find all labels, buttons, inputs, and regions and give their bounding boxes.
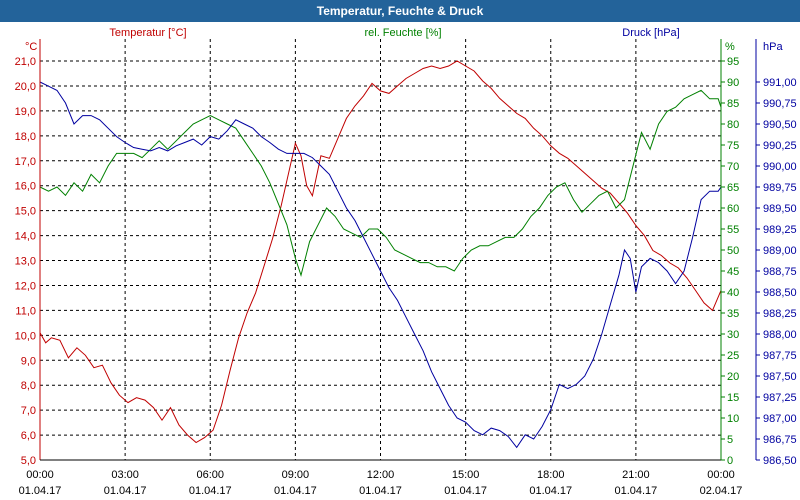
pressure-tick-label: 988,75: [763, 266, 797, 278]
humidity-tick-label: 30: [727, 329, 739, 341]
humidity-tick-label: 70: [727, 161, 739, 173]
time-tick-label: 15:00: [452, 469, 480, 481]
pressure-tick-label: 988,25: [763, 308, 797, 320]
temperature-tick-label: 7,0: [21, 405, 36, 417]
time-tick-label: 03:00: [111, 469, 139, 481]
temperature-series-name: Temperatur [°C]: [109, 27, 186, 39]
temperature-tick-label: 10,0: [15, 330, 36, 342]
series-line-humidity: [39, 89, 722, 277]
humidity-tick-label: 20: [727, 371, 739, 383]
humidity-tick-label: 85: [727, 98, 739, 110]
series-lines: [39, 60, 722, 449]
temperature-tick-label: 20,0: [15, 81, 36, 93]
humidity-tick-label: 75: [727, 140, 739, 152]
humidity-tick-label: 80: [727, 119, 739, 131]
humidity-tick-label: 35: [727, 308, 739, 320]
pressure-tick-label: 990,00: [763, 161, 797, 173]
axis-lines: [39, 39, 757, 461]
humidity-tick-label: 0: [727, 455, 733, 467]
date-tick-label: 01.04.17: [189, 485, 232, 497]
time-axis-ticks: 00:00 01.04.17 03:00 01.04.17 06:00 01.04.17 0…: [19, 469, 743, 497]
humidity-tick-label: 60: [727, 203, 739, 215]
humidity-tick-label: 5: [727, 434, 733, 446]
temperature-tick-label: 14,0: [15, 231, 36, 243]
temperature-tick-label: 12,0: [15, 280, 36, 292]
humidity-tick-label: 15: [727, 392, 739, 404]
time-tick-label: 09:00: [282, 469, 310, 481]
time-tick-label: 00:00: [707, 469, 735, 481]
time-tick-label: 21:00: [622, 469, 650, 481]
temperature-tick-label: 16,0: [15, 181, 36, 193]
humidity-tick-label: 25: [727, 350, 739, 362]
pressure-axis-ticks: 991,00 990,75 990,50 990,25 990,00 989,75 989,…: [756, 77, 797, 467]
date-tick-label: 01.04.17: [359, 485, 402, 497]
pressure-series-name: Druck [hPa]: [622, 27, 679, 39]
humidity-tick-label: 45: [727, 266, 739, 278]
chart-title: Temperatur, Feuchte & Druck: [0, 0, 800, 22]
humidity-tick-label: 90: [727, 77, 739, 89]
pressure-tick-label: 987,25: [763, 392, 797, 404]
pressure-tick-label: 989,75: [763, 182, 797, 194]
pressure-tick-label: 989,00: [763, 245, 797, 257]
temperature-tick-label: 19,0: [15, 106, 36, 118]
date-tick-label: 01.04.17: [104, 485, 147, 497]
temperature-unit: °C: [25, 41, 37, 53]
humidity-tick-label: 50: [727, 245, 739, 257]
humidity-unit: %: [725, 41, 735, 53]
pressure-unit: hPa: [763, 41, 783, 53]
temperature-tick-label: 15,0: [15, 206, 36, 218]
humidity-tick-label: 95: [727, 56, 739, 68]
series-line-temperature: [39, 60, 722, 444]
temperature-tick-label: 18,0: [15, 131, 36, 143]
humidity-tick-label: 40: [727, 287, 739, 299]
temperature-tick-label: 13,0: [15, 256, 36, 268]
temperature-tick-label: 6,0: [21, 430, 36, 442]
time-tick-label: 00:00: [26, 469, 54, 481]
humidity-tick-label: 65: [727, 182, 739, 194]
pressure-tick-label: 987,75: [763, 350, 797, 362]
pressure-tick-label: 986,50: [763, 455, 797, 467]
temperature-axis-ticks: 21,0 20,0 19,0 18,0 17,0 16,0 15,0 14,0 13,0 12,0…: [15, 56, 36, 467]
date-tick-label: 02.04.17: [700, 485, 743, 497]
pressure-tick-label: 988,00: [763, 329, 797, 341]
pressure-tick-label: 987,00: [763, 413, 797, 425]
grid-lines: [40, 39, 721, 461]
temperature-tick-label: 5,0: [21, 455, 36, 467]
pressure-tick-label: 990,25: [763, 140, 797, 152]
temperature-tick-label: 8,0: [21, 380, 36, 392]
date-tick-label: 01.04.17: [529, 485, 572, 497]
pressure-tick-label: 991,00: [763, 77, 797, 89]
temperature-tick-label: 17,0: [15, 156, 36, 168]
humidity-tick-label: 10: [727, 413, 739, 425]
date-tick-label: 01.04.17: [614, 485, 657, 497]
pressure-tick-label: 990,75: [763, 98, 797, 110]
pressure-tick-label: 988,50: [763, 287, 797, 299]
temperature-tick-label: 9,0: [21, 355, 36, 367]
series-line-pressure: [39, 81, 722, 449]
time-tick-label: 18:00: [537, 469, 565, 481]
time-tick-label: 12:00: [367, 469, 395, 481]
pressure-tick-label: 990,50: [763, 119, 797, 131]
humidity-tick-label: 55: [727, 224, 739, 236]
pressure-tick-label: 986,75: [763, 434, 797, 446]
temperature-tick-label: 11,0: [15, 305, 36, 317]
time-tick-label: 06:00: [196, 469, 224, 481]
date-tick-label: 01.04.17: [274, 485, 317, 497]
date-tick-label: 01.04.17: [444, 485, 487, 497]
series-headers: °C% hPa Temperatur [°C] rel. Feuchte [%] Dru…: [25, 27, 783, 53]
pressure-tick-label: 989,25: [763, 224, 797, 236]
date-tick-label: 01.04.17: [19, 485, 62, 497]
temperature-tick-label: 21,0: [15, 56, 36, 68]
pressure-tick-label: 989,50: [763, 203, 797, 215]
humidity-series-name: rel. Feuchte [%]: [364, 27, 441, 39]
pressure-tick-label: 987,50: [763, 371, 797, 383]
